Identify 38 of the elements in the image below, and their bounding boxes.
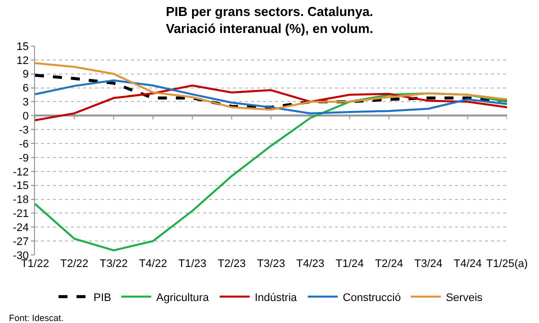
x-tick-label: T4/24	[454, 258, 482, 270]
x-tick-label: T4/23	[296, 258, 324, 270]
legend-label: Indústria	[254, 292, 298, 304]
chart-title: PIB per grans sectors. Catalunya. Variació interanual (%), en volum.	[166, 4, 374, 36]
legend-label: Construcció	[342, 292, 401, 304]
x-tick-label: T3/24	[414, 258, 442, 270]
line-series	[35, 62, 507, 111]
y-tick-label: 15	[16, 40, 29, 53]
x-tick-label: T3/22	[100, 258, 128, 270]
y-tick-label: -24	[12, 222, 29, 234]
line-series	[35, 79, 507, 114]
legend-label: Agricultura	[156, 292, 210, 304]
text: Font: Idescat.	[9, 313, 64, 323]
x-tick-label: T2/22	[60, 258, 88, 270]
x-tick-label: T4/22	[138, 258, 168, 270]
x-tick-label: T2/24	[374, 258, 404, 270]
y-tick-label: -18	[12, 194, 29, 206]
legend-label: Serveis	[446, 292, 484, 304]
y-tick-label: 3	[22, 96, 29, 109]
legend-label: PIB	[94, 292, 112, 304]
x-tick-label: T1/24	[336, 258, 364, 270]
y-tick-label: -6	[19, 138, 29, 150]
y-tick-label: 9	[22, 68, 29, 81]
x-tick-label: T2/23	[218, 258, 246, 270]
y-tick-label: 0	[22, 110, 29, 123]
x-tick-label: T1/25(a)	[486, 258, 528, 270]
line-series	[35, 74, 507, 109]
x-tick-label: T1/22	[20, 258, 50, 270]
y-tick-label: -9	[19, 152, 29, 164]
y-tick-label: -27	[12, 236, 29, 248]
x-tick-label: T3/23	[256, 258, 286, 270]
y-tick-label: -3	[19, 124, 29, 136]
y-tick-label: -15	[12, 180, 29, 192]
y-tick-label: -12	[12, 166, 29, 178]
y-tick-label: 6	[22, 82, 29, 95]
y-tick-label: -21	[12, 208, 29, 220]
x-tick-label: T1/23	[178, 258, 206, 270]
y-tick-label: 12	[16, 54, 29, 67]
